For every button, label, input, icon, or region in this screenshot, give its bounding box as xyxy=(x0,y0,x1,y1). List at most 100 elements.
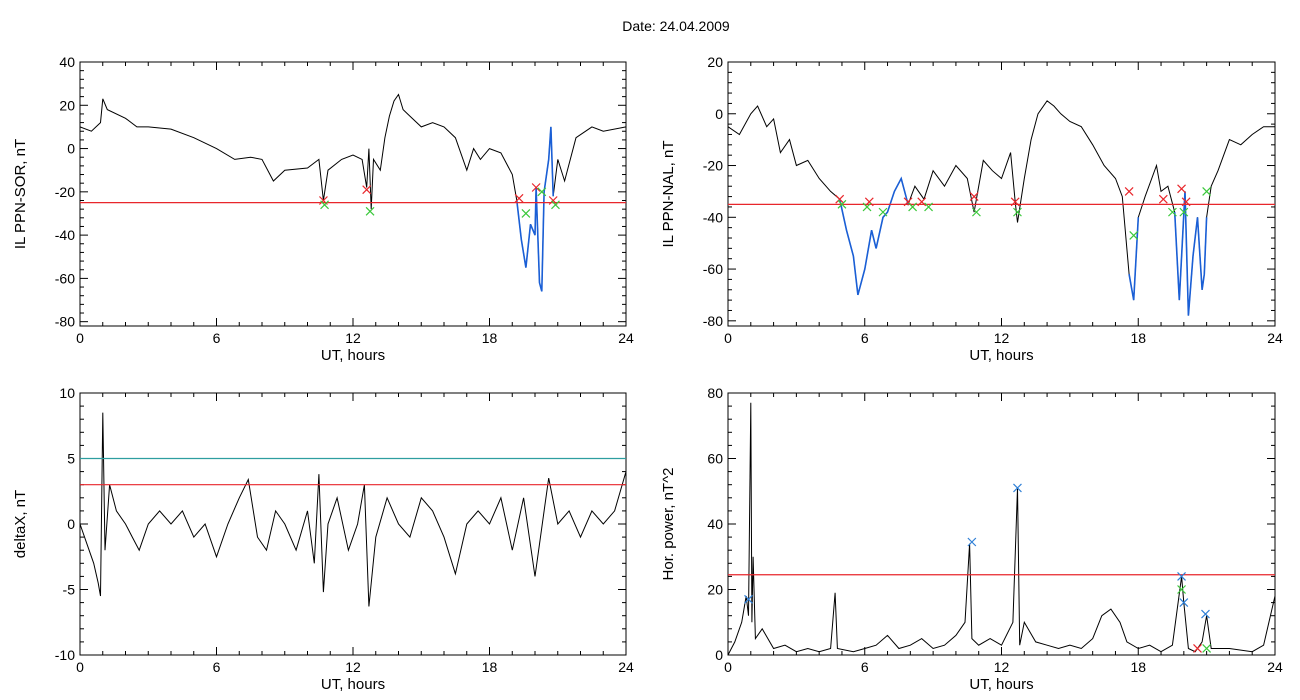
chart-1-marker-green-x xyxy=(1179,207,1189,217)
chart-0-marker-red-x xyxy=(531,183,541,192)
chart-3-x-axis-label: UT, hours xyxy=(969,676,1033,693)
chart-1-y-tick-label: -60 xyxy=(703,261,723,277)
chart-3-marker-blue-x xyxy=(1013,483,1022,493)
chart-0-y-tick-label: -20 xyxy=(55,184,75,200)
chart-0-marker-red-x xyxy=(514,193,524,203)
chart-1-x-tick-label: 18 xyxy=(1130,330,1146,346)
chart-2-x-axis-label: UT, hours xyxy=(321,676,385,693)
chart-1-x-tick-label: 6 xyxy=(861,330,869,346)
panel-il-ppn-sor: 0 6 12 18 24 40 20 0 -20 -40 -60 -80 UT, hours IL PPN… xyxy=(12,54,634,364)
chart-1-burst-segment xyxy=(838,176,909,296)
chart-2-y-tick-label: -10 xyxy=(55,647,75,663)
chart-1-marker-red-x xyxy=(835,194,845,204)
chart-0-burst-segment xyxy=(516,126,554,292)
chart-0-x-tick-label: 0 xyxy=(76,330,84,346)
chart-1-marker-green-x xyxy=(972,207,981,217)
chart-0-y-tick-label: -40 xyxy=(55,227,75,243)
page-title: Date: 24.04.2009 xyxy=(622,18,730,34)
chart-1-marker-red-x xyxy=(1181,197,1191,207)
chart-1-y-tick-label: -20 xyxy=(703,158,723,174)
chart-3-x-tick-label: 0 xyxy=(724,659,732,675)
chart-1-marker-red-x xyxy=(864,197,874,207)
chart-1-marker-red-x xyxy=(1124,186,1134,196)
chart-1-x-tick-label: 24 xyxy=(1267,330,1283,346)
chart-3-y-tick-label: 80 xyxy=(707,385,723,401)
chart-2-x-tick-label: 12 xyxy=(345,659,361,675)
chart-3-y-axis-label: Hor. power, nT^2 xyxy=(660,468,677,581)
chart-3-x-tick-label: 18 xyxy=(1130,659,1146,675)
chart-3-marker-red-x xyxy=(1193,644,1202,653)
chart-0-marker-red-x xyxy=(362,185,372,195)
chart-3-frame xyxy=(727,392,1276,656)
chart-3-marker-blue-x xyxy=(967,537,977,547)
chart-1-frame xyxy=(727,61,1276,327)
chart-1-marker-green-x xyxy=(1202,186,1212,196)
chart-0-x-axis-label: UT, hours xyxy=(321,347,385,364)
chart-0-y-tick-label: -60 xyxy=(55,270,75,286)
chart-1-x-axis-label: UT, hours xyxy=(969,347,1033,364)
chart-1-y-tick-label: -40 xyxy=(703,209,723,225)
chart-2-series-line xyxy=(79,412,627,607)
chart-1-marker-green-x xyxy=(924,202,933,212)
chart-3-x-tick-label: 24 xyxy=(1267,659,1283,675)
chart-0-marker-red-x xyxy=(548,196,558,205)
chart-2-x-tick-label: 24 xyxy=(618,659,634,675)
chart-0-marker-green-x xyxy=(521,209,531,218)
chart-3-marker-blue-x xyxy=(1177,571,1186,581)
chart-1-marker-green-x xyxy=(1013,207,1022,217)
chart-1-marker-green-x xyxy=(862,202,872,212)
chart-3-series-line xyxy=(727,402,1276,656)
chart-1-burst-segment xyxy=(1128,217,1140,301)
chart-1-marker-green-x xyxy=(878,207,888,217)
chart-0-y-tick-label: 20 xyxy=(59,97,75,113)
chart-0-marker-green-x xyxy=(365,206,375,216)
chart-3-marker-green-x xyxy=(1177,585,1186,594)
chart-3-marker-blue-x xyxy=(1201,609,1210,619)
chart-0-marker-green-x xyxy=(551,200,560,210)
chart-3-marker-blue-x xyxy=(744,594,753,604)
chart-2-y-axis-label: deltaX, nT xyxy=(12,490,29,558)
chart-1-marker-green-x xyxy=(837,199,847,209)
chart-2-y-tick-label: -5 xyxy=(63,582,76,598)
chart-0-y-tick-label: 0 xyxy=(67,141,75,157)
chart-1-y-tick-label: 20 xyxy=(707,54,723,70)
chart-1-x-tick-label: 0 xyxy=(724,330,732,346)
chart-1-marker-green-x xyxy=(1168,207,1177,217)
chart-1-x-tick-label: 12 xyxy=(994,330,1010,346)
panel-delta-x: 0 6 12 18 24 10 5 0 -5 -10 UT, hours deltaX, nT xyxy=(12,385,634,693)
chart-1-marker-red-x xyxy=(1177,184,1186,194)
chart-3-y-tick-label: 20 xyxy=(707,582,723,598)
chart-1-marker-green-x xyxy=(1129,230,1139,240)
chart-1-marker-red-x xyxy=(1010,197,1020,207)
chart-1-marker-red-x xyxy=(1158,194,1168,204)
chart-1-marker-red-x xyxy=(969,192,979,202)
chart-2-frame xyxy=(79,392,627,656)
chart-0-x-tick-label: 6 xyxy=(213,330,221,346)
chart-3-marker-blue-x xyxy=(1179,598,1189,608)
chart-3-y-tick-label: 0 xyxy=(715,647,723,663)
chart-3-y-tick-label: 40 xyxy=(707,516,723,532)
chart-0-y-axis-label: IL PPN-SOR, nT xyxy=(12,139,29,249)
chart-1-marker-green-x xyxy=(908,202,918,212)
chart-3-y-tick-label: 60 xyxy=(707,451,723,467)
chart-0-x-tick-label: 18 xyxy=(482,330,498,346)
chart-0-x-tick-label: 24 xyxy=(618,330,634,346)
chart-0-y-tick-label: -80 xyxy=(55,314,75,330)
chart-1-series-line xyxy=(727,100,1275,316)
chart-0-marker-green-x xyxy=(320,200,329,210)
chart-2-x-tick-label: 6 xyxy=(213,659,221,675)
chart-0-x-tick-label: 12 xyxy=(345,330,361,346)
panel-il-ppn-nal: 0 6 12 18 24 20 0 -20 -40 -60 -80 UT, hours IL PPN-N… xyxy=(660,54,1283,364)
chart-1-burst-segment xyxy=(1173,191,1208,316)
chart-2-y-tick-label: 5 xyxy=(67,451,75,467)
chart-2-y-tick-label: 0 xyxy=(67,516,75,532)
chart-1-y-tick-label: 0 xyxy=(715,106,723,122)
chart-2-x-tick-label: 18 xyxy=(482,659,498,675)
chart-3-marker-green-x xyxy=(1202,644,1212,653)
chart-3-x-tick-label: 6 xyxy=(861,659,869,675)
chart-0-y-tick-label: 40 xyxy=(59,54,75,70)
chart-2-x-tick-label: 0 xyxy=(76,659,84,675)
panel-hor-power: 0 6 12 18 24 80 60 40 20 0 UT, hours Hor. power, nT… xyxy=(660,385,1283,693)
chart-1-marker-red-x xyxy=(917,197,927,207)
